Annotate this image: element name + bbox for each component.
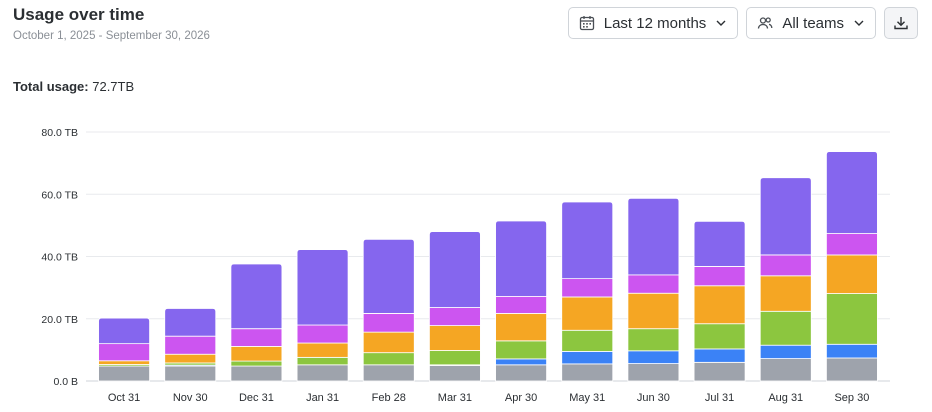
bar-segment <box>429 365 481 382</box>
bar-segment <box>296 364 349 382</box>
bar-segment <box>561 296 614 331</box>
bar-segment <box>627 274 680 294</box>
bar-segment <box>561 351 614 365</box>
bar-segment <box>561 278 614 298</box>
x-tick-label: Feb 28 <box>372 392 406 404</box>
bar-segment <box>164 353 217 364</box>
total-usage-value: 72.7TB <box>92 79 135 94</box>
team-filter-label: All teams <box>782 14 844 32</box>
x-tick-label: Nov 30 <box>173 392 208 404</box>
usage-stacked-bar-chart: 0.0 B 20.0 TB 40.0 TB 60.0 TB 80.0 TB Oct 31 N… <box>41 127 890 404</box>
y-tick-label: 20.0 TB <box>41 314 78 326</box>
x-tick-label: Mar 31 <box>438 392 472 404</box>
bar-segment <box>693 348 746 363</box>
bar-segment <box>429 325 481 351</box>
bar-segment <box>627 363 680 382</box>
bar-segment <box>362 352 415 366</box>
bar-segment <box>164 335 217 355</box>
bar-segment <box>429 231 481 308</box>
bar-segment <box>693 361 746 382</box>
toolbar: Last 12 months All teams <box>567 7 918 39</box>
bar-segment <box>98 360 150 365</box>
bar-segment <box>230 328 283 347</box>
chevron-down-icon <box>853 17 865 29</box>
bar-segment <box>98 343 150 362</box>
bar-segment <box>627 292 680 330</box>
bar-segment <box>98 365 150 382</box>
bar-segment <box>759 254 812 277</box>
x-tick-label: Jul 31 <box>705 392 734 404</box>
x-tick-label: Dec 31 <box>239 392 274 404</box>
bar-segment <box>495 295 547 314</box>
bar-segment <box>296 356 349 366</box>
bar-segment <box>98 317 150 345</box>
bar-segment <box>230 360 283 367</box>
bar-segment <box>164 365 217 382</box>
y-tick-label: 80.0 TB <box>41 127 78 139</box>
page-title: Usage over time <box>13 5 145 24</box>
date-range-label: Last 12 months <box>603 14 707 32</box>
x-tick-label: Jun 30 <box>637 392 670 404</box>
bar-segment <box>693 323 746 350</box>
bar-segment <box>627 350 680 364</box>
bar-segment <box>826 343 878 359</box>
chevron-down-icon <box>715 17 727 29</box>
x-tick-label: Apr 30 <box>505 392 537 404</box>
date-range-subtitle: October 1, 2025 - September 30, 2026 <box>13 30 210 42</box>
bar-segment <box>627 197 680 276</box>
bar-segment <box>164 308 217 337</box>
bar-segment <box>826 151 878 234</box>
y-tick-label: 40.0 TB <box>41 252 78 264</box>
download-button[interactable] <box>884 7 918 39</box>
bar-segment <box>495 220 547 297</box>
x-tick-label: May 31 <box>569 392 605 404</box>
bar-segment <box>826 254 878 294</box>
bar-segment <box>296 324 349 344</box>
total-usage: Total usage: 72.7TB <box>13 79 134 94</box>
bar-segment <box>230 346 283 362</box>
download-icon <box>893 15 909 31</box>
bar-segment <box>296 249 349 326</box>
bar-segment <box>826 233 878 256</box>
x-tick-label: Aug 31 <box>768 392 803 404</box>
bar-segment <box>429 350 481 366</box>
bar-segment <box>826 357 878 382</box>
team-filter-dropdown[interactable]: All teams <box>746 7 876 39</box>
y-tick-label: 60.0 TB <box>41 189 78 201</box>
y-tick-label: 0.0 B <box>53 376 78 388</box>
bar-segment <box>362 238 415 314</box>
bar-segment <box>759 344 812 359</box>
bar-segment <box>759 358 812 382</box>
x-tick-label: Jan 31 <box>306 392 339 404</box>
bar-segment <box>495 340 547 360</box>
bar-segment <box>495 364 547 382</box>
bar-segment <box>362 313 415 333</box>
x-tick-label: Sep 30 <box>834 392 869 404</box>
bar-segment <box>230 263 283 330</box>
bar-segment <box>561 363 614 382</box>
bar-segment <box>627 328 680 352</box>
bar-segment <box>561 201 614 279</box>
bar-segment <box>362 331 415 354</box>
bar-segment <box>759 310 812 346</box>
bar-segment <box>759 275 812 312</box>
bar-segment <box>759 177 812 256</box>
bar-segment <box>693 285 746 325</box>
bar-segment <box>561 329 614 352</box>
bar-segment <box>826 293 878 345</box>
bar-segment <box>495 313 547 342</box>
bar-segment <box>429 307 481 326</box>
bar-segment <box>230 365 283 382</box>
total-usage-label: Total usage: <box>13 79 89 94</box>
users-icon <box>757 15 773 31</box>
calendar-icon <box>579 15 595 31</box>
bar-segment <box>362 364 415 382</box>
date-range-dropdown[interactable]: Last 12 months <box>567 7 739 39</box>
bar-segment <box>296 342 349 358</box>
bar-segment <box>693 220 746 267</box>
bar-segment <box>495 358 547 366</box>
x-tick-label: Oct 31 <box>108 392 140 404</box>
bar-segment <box>693 266 746 287</box>
